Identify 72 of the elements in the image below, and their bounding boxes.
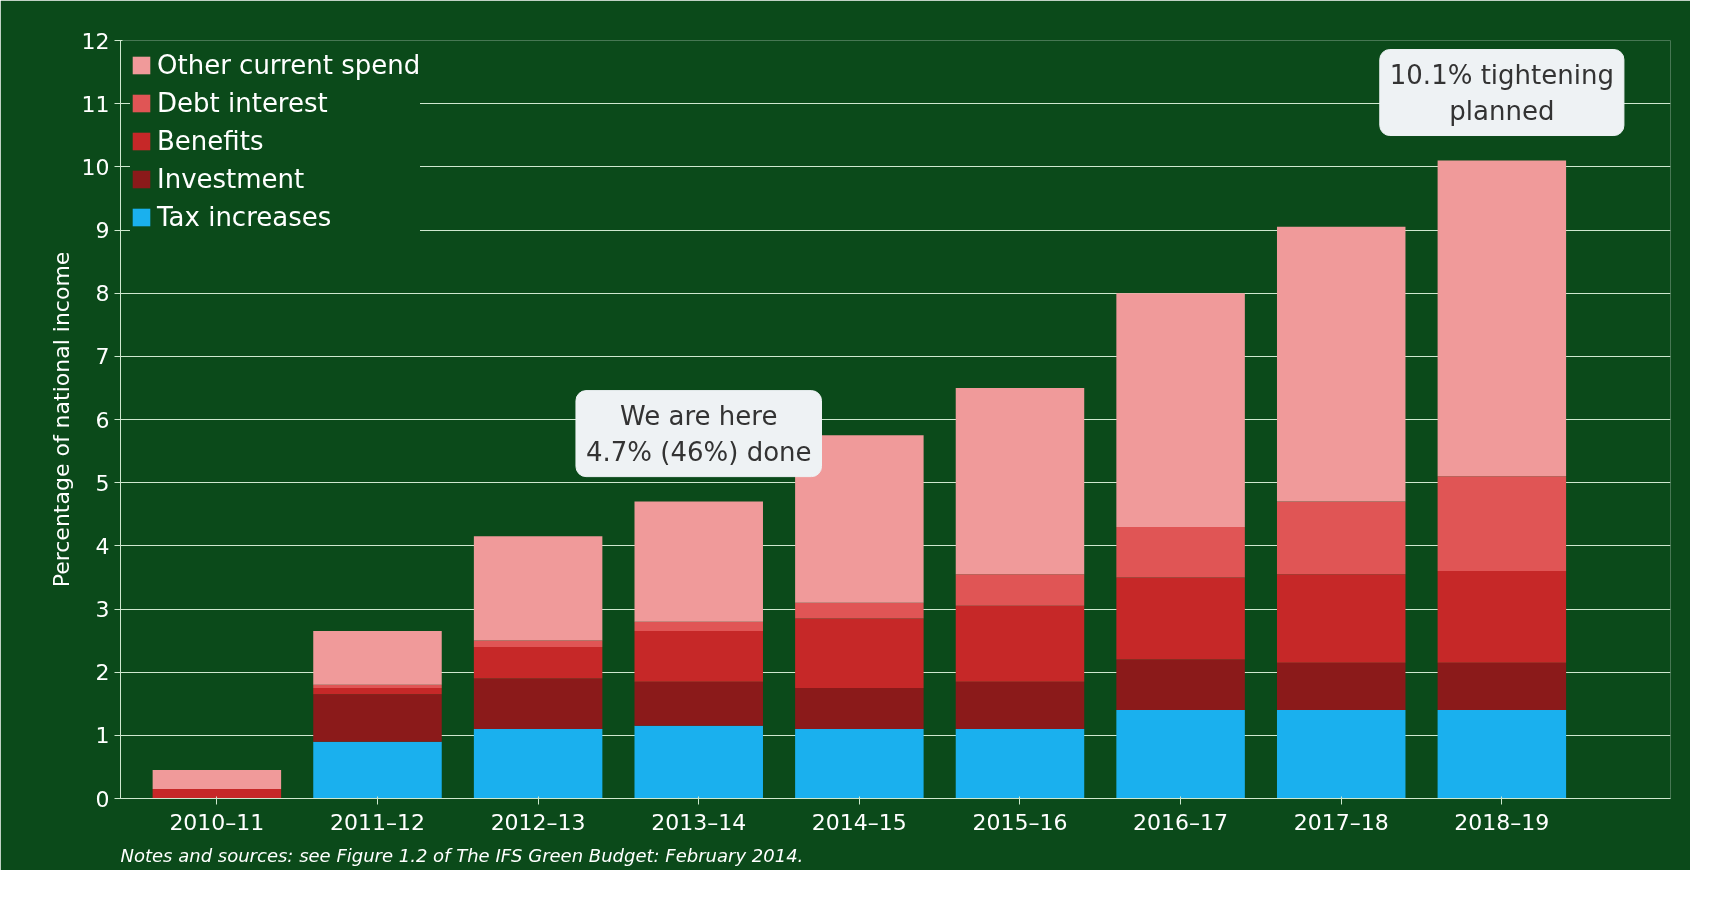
bar bbox=[1437, 662, 1567, 711]
bar bbox=[955, 605, 1085, 682]
bar bbox=[152, 770, 282, 790]
bar bbox=[1437, 476, 1567, 572]
bar bbox=[313, 684, 442, 688]
y-tick-label: 9 bbox=[95, 218, 110, 243]
bar bbox=[313, 687, 442, 695]
bar bbox=[795, 729, 924, 799]
y-tick-label: 7 bbox=[95, 344, 110, 370]
x-tick-label: 2010–11 bbox=[169, 809, 265, 835]
bar bbox=[1276, 501, 1406, 575]
x-tick-label: 2018–19 bbox=[1454, 809, 1550, 835]
y-tick-label: 2 bbox=[95, 660, 110, 686]
x-tick-label: 2012–13 bbox=[490, 809, 586, 835]
y-tick-label: 6 bbox=[95, 407, 110, 433]
text: Notes and sources: see Figure 1.2 of The IFS Green Budget: February 2014. bbox=[120, 844, 804, 866]
bar bbox=[1276, 710, 1406, 799]
y-tick-label: 10 bbox=[81, 154, 110, 180]
bar bbox=[955, 387, 1085, 575]
annotation: 10.1% tightening planned bbox=[1389, 59, 1614, 126]
x-tick-label: 2016–17 bbox=[1133, 809, 1229, 835]
y-tick-label: 5 bbox=[95, 470, 110, 496]
bar bbox=[955, 681, 1085, 730]
legend-label: Investment bbox=[157, 164, 305, 194]
bar bbox=[1116, 293, 1245, 527]
bar bbox=[634, 501, 763, 622]
y-tick-label: 1 bbox=[95, 723, 110, 749]
x-tick-label: 2011–12 bbox=[330, 809, 425, 835]
bar bbox=[473, 646, 603, 679]
legend-label: Benefits bbox=[157, 126, 264, 156]
bar bbox=[955, 574, 1085, 606]
x-tick-label: 2013–14 bbox=[651, 809, 747, 835]
x-tick-label: 2015–16 bbox=[972, 809, 1068, 835]
bar bbox=[1437, 571, 1567, 663]
x-tick-label: 2017–18 bbox=[1293, 809, 1389, 835]
bar bbox=[634, 621, 763, 632]
legend-label: Other current spend bbox=[157, 50, 421, 80]
bar bbox=[473, 729, 603, 799]
y-tick-label: 3 bbox=[95, 597, 110, 622]
y-tick-label: 8 bbox=[95, 281, 110, 307]
bar bbox=[795, 687, 924, 730]
bar bbox=[634, 725, 763, 799]
annotation: We are here 4.7% (46%) done bbox=[585, 400, 812, 467]
bar bbox=[1437, 160, 1567, 477]
bar bbox=[313, 631, 442, 685]
y-tick-label: 12 bbox=[81, 28, 110, 54]
bar bbox=[152, 789, 282, 799]
y-tick-label: 0 bbox=[95, 786, 110, 812]
bar bbox=[634, 631, 763, 682]
y-axis-title: Percentage of national income bbox=[48, 251, 74, 588]
bar bbox=[1276, 574, 1406, 663]
bar bbox=[1116, 710, 1245, 799]
bar bbox=[1116, 659, 1245, 711]
bar bbox=[313, 694, 442, 742]
bar bbox=[473, 678, 603, 730]
y-tick-label: 11 bbox=[81, 91, 110, 117]
bar bbox=[955, 729, 1085, 799]
bar bbox=[473, 536, 603, 641]
bar bbox=[473, 640, 603, 647]
bar bbox=[795, 618, 924, 688]
bar bbox=[795, 602, 924, 619]
legend-label: Debt interest bbox=[157, 88, 328, 118]
bar bbox=[634, 681, 763, 726]
bar bbox=[313, 741, 442, 799]
bar bbox=[1276, 226, 1406, 502]
y-tick-label: 4 bbox=[95, 533, 110, 559]
x-tick-label: 2014–15 bbox=[811, 809, 907, 835]
bar bbox=[1437, 710, 1567, 799]
bar bbox=[1276, 662, 1406, 711]
bar bbox=[1116, 577, 1245, 660]
bar bbox=[1116, 526, 1245, 578]
legend-label: Tax increases bbox=[157, 202, 332, 232]
